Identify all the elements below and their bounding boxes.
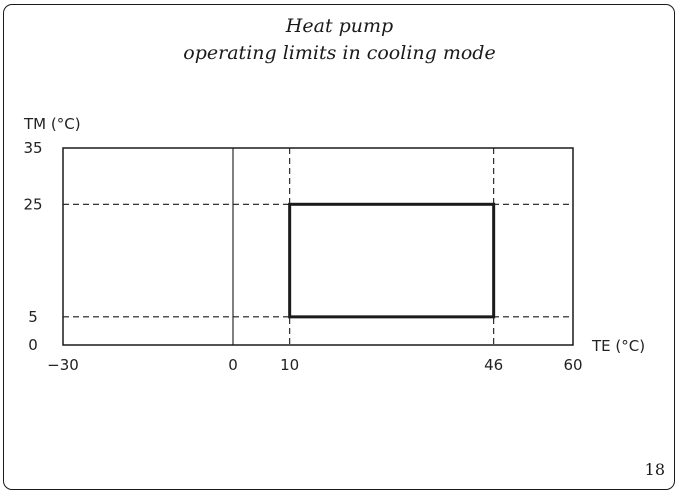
x-tick-label-10: 10 — [280, 356, 299, 374]
x-tick-label-0: 0 — [228, 356, 238, 374]
x-tick-label-neg30: −30 — [47, 356, 79, 374]
operating-region — [288, 202, 496, 319]
x-tick-label-46: 46 — [484, 356, 503, 374]
plot-frame — [62, 147, 574, 346]
x-axis-label: TE (°C) — [591, 337, 645, 355]
page-number: 18 — [644, 460, 665, 479]
y-tick-label-5: 5 — [28, 308, 38, 326]
y-tick-label-0: 0 — [28, 336, 38, 354]
y-tick-label-25: 25 — [23, 195, 42, 213]
x-tick-label-60: 60 — [563, 356, 582, 374]
page-frame — [3, 4, 675, 490]
y-axis-label: TM (°C) — [23, 115, 81, 133]
chart-title-line-2: operating limits in cooling mode — [183, 42, 496, 64]
y-tick-label-35: 35 — [23, 139, 42, 157]
chart-title-line-1: Heat pump — [285, 15, 394, 37]
